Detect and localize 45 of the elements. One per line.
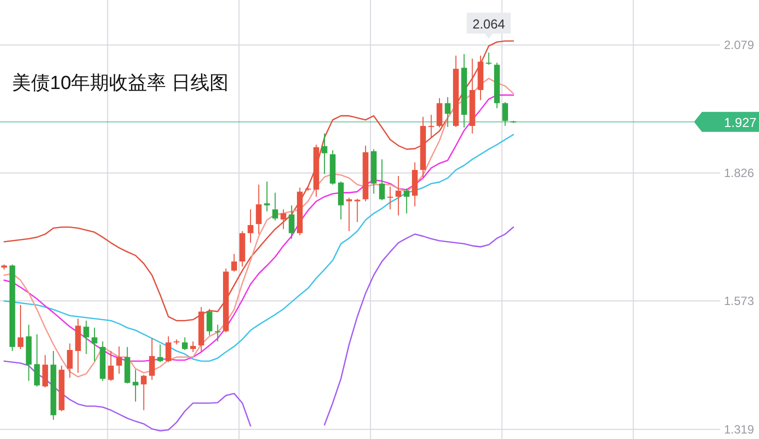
candlestick (42, 354, 48, 388)
candlestick (354, 198, 360, 223)
candlestick (206, 308, 212, 336)
candlestick (182, 336, 188, 350)
candlestick (396, 176, 402, 216)
candlestick (18, 304, 24, 350)
annotation: 2.064 (466, 12, 511, 39)
candlestick (436, 98, 442, 128)
candlestick (264, 181, 270, 212)
candlestick (132, 369, 138, 402)
candlestick (166, 336, 172, 363)
y-tick-label: 1.826 (724, 166, 754, 180)
candlestick (338, 181, 344, 220)
candlestick (108, 350, 114, 382)
candlestick (346, 197, 352, 232)
candlestick (486, 52, 492, 66)
candlestick (157, 344, 164, 363)
candlestick (190, 340, 196, 353)
candlestick (387, 186, 394, 210)
candlestick (272, 192, 278, 222)
candlestick (83, 320, 90, 355)
y-tick-label: 1.573 (724, 294, 754, 308)
candlestick (444, 96, 451, 128)
y-tick-label: 2.079 (724, 38, 754, 52)
candlestick (322, 133, 328, 174)
y-tick-label: 1.319 (724, 422, 754, 436)
candlestick (248, 208, 254, 244)
ref-line-label: 1.927 (724, 114, 757, 130)
candlestick (66, 342, 73, 378)
candlestick (149, 338, 155, 380)
candlestick (379, 158, 385, 201)
candlestick (428, 114, 434, 138)
text: 美债10年期收益率 日线图 (12, 72, 228, 94)
candlestick (256, 184, 262, 235)
candlestick (404, 188, 410, 214)
candlestick (502, 102, 508, 126)
candlestick (280, 208, 286, 230)
candlestick (116, 346, 122, 374)
candlestick (140, 374, 147, 411)
candlestick (92, 327, 98, 362)
annotation: 2.064 (472, 16, 506, 32)
candlestick (34, 334, 40, 387)
candlestick (288, 204, 294, 240)
candlestick (214, 324, 221, 342)
candlestick (231, 253, 237, 272)
